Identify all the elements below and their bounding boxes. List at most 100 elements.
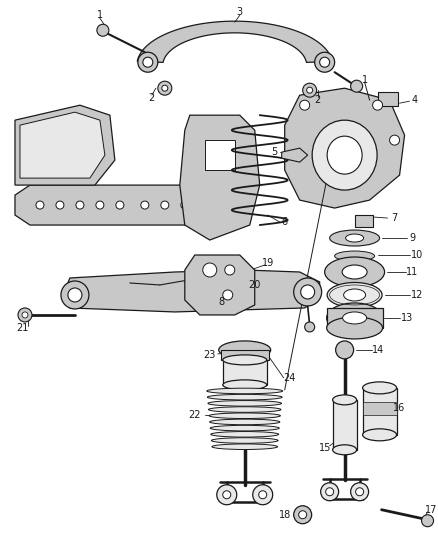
Text: 14: 14 xyxy=(371,345,384,355)
Text: 9: 9 xyxy=(410,233,416,243)
Circle shape xyxy=(307,87,313,93)
Text: 24: 24 xyxy=(283,373,296,383)
Ellipse shape xyxy=(363,382,396,394)
Circle shape xyxy=(76,201,84,209)
Ellipse shape xyxy=(312,120,377,190)
Polygon shape xyxy=(363,402,396,415)
Ellipse shape xyxy=(210,425,279,431)
Ellipse shape xyxy=(207,388,283,394)
Ellipse shape xyxy=(223,380,267,390)
Text: 1: 1 xyxy=(97,10,103,20)
Circle shape xyxy=(253,485,273,505)
Ellipse shape xyxy=(335,251,374,261)
Ellipse shape xyxy=(207,394,282,400)
Text: 22: 22 xyxy=(188,410,201,420)
Text: 21: 21 xyxy=(16,323,28,333)
Polygon shape xyxy=(285,88,405,208)
Text: 7: 7 xyxy=(392,213,398,223)
Circle shape xyxy=(300,100,310,110)
Ellipse shape xyxy=(219,341,271,359)
Circle shape xyxy=(225,265,235,275)
Polygon shape xyxy=(327,308,382,328)
Circle shape xyxy=(294,278,321,306)
Circle shape xyxy=(61,281,89,309)
Ellipse shape xyxy=(212,444,278,449)
Ellipse shape xyxy=(211,438,278,443)
Text: 3: 3 xyxy=(237,7,243,17)
Polygon shape xyxy=(332,400,357,450)
Circle shape xyxy=(36,201,44,209)
Ellipse shape xyxy=(342,265,367,279)
Polygon shape xyxy=(65,270,320,312)
Text: 6: 6 xyxy=(282,217,288,227)
Circle shape xyxy=(373,100,382,110)
Circle shape xyxy=(158,81,172,95)
Ellipse shape xyxy=(327,303,382,333)
Ellipse shape xyxy=(363,429,396,441)
Text: 8: 8 xyxy=(219,297,225,307)
Ellipse shape xyxy=(332,395,357,405)
Circle shape xyxy=(223,491,231,499)
Circle shape xyxy=(97,25,109,36)
Circle shape xyxy=(138,52,158,72)
Circle shape xyxy=(223,290,233,300)
Text: 16: 16 xyxy=(393,403,406,413)
Ellipse shape xyxy=(343,312,367,324)
Ellipse shape xyxy=(327,282,382,308)
Bar xyxy=(205,140,235,170)
Circle shape xyxy=(181,201,189,209)
Text: 23: 23 xyxy=(204,350,216,360)
Bar xyxy=(355,215,373,227)
Bar xyxy=(221,350,268,360)
Ellipse shape xyxy=(344,289,366,301)
Circle shape xyxy=(421,515,434,527)
Circle shape xyxy=(201,201,209,209)
Circle shape xyxy=(96,201,104,209)
Polygon shape xyxy=(363,388,396,435)
Polygon shape xyxy=(180,115,260,240)
Circle shape xyxy=(116,201,124,209)
Circle shape xyxy=(356,488,364,496)
Ellipse shape xyxy=(327,317,382,339)
Ellipse shape xyxy=(210,419,280,425)
Circle shape xyxy=(351,80,363,92)
Circle shape xyxy=(325,488,334,496)
Text: 2: 2 xyxy=(314,95,321,105)
Ellipse shape xyxy=(208,407,281,413)
Circle shape xyxy=(303,83,317,97)
Text: 2: 2 xyxy=(149,93,155,103)
Ellipse shape xyxy=(330,230,380,246)
Text: 11: 11 xyxy=(406,267,419,277)
Circle shape xyxy=(320,57,330,67)
Ellipse shape xyxy=(325,257,385,287)
Circle shape xyxy=(203,263,217,277)
Text: 1: 1 xyxy=(361,75,367,85)
Circle shape xyxy=(22,312,28,318)
Circle shape xyxy=(217,485,237,505)
Circle shape xyxy=(299,511,307,519)
Polygon shape xyxy=(20,112,105,178)
Circle shape xyxy=(305,322,314,332)
Text: 20: 20 xyxy=(248,280,261,290)
Circle shape xyxy=(321,483,339,500)
Text: 4: 4 xyxy=(411,95,417,105)
Circle shape xyxy=(68,288,82,302)
Polygon shape xyxy=(15,185,230,225)
Polygon shape xyxy=(223,360,267,385)
Polygon shape xyxy=(185,255,255,315)
Circle shape xyxy=(143,57,153,67)
Circle shape xyxy=(259,491,267,499)
Ellipse shape xyxy=(346,234,364,242)
Circle shape xyxy=(351,483,369,500)
Circle shape xyxy=(294,506,312,524)
Circle shape xyxy=(314,52,335,72)
Bar xyxy=(378,92,398,106)
Text: 15: 15 xyxy=(318,443,331,453)
Circle shape xyxy=(141,201,149,209)
Ellipse shape xyxy=(332,445,357,455)
Text: 17: 17 xyxy=(425,505,438,515)
Circle shape xyxy=(161,201,169,209)
Text: 18: 18 xyxy=(279,510,291,520)
Polygon shape xyxy=(137,21,332,62)
Polygon shape xyxy=(282,148,307,162)
